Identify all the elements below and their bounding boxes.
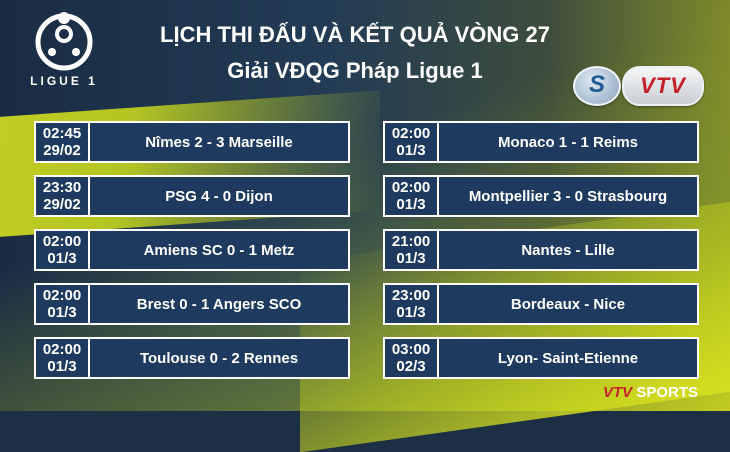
match-time: 23:30 29/02 [34, 175, 90, 217]
match-row: 02:00 01/3 Toulouse 0 - 2 Rennes [34, 337, 350, 379]
match-label: Nantes - Lille [439, 229, 699, 271]
match-time: 21:00 01/3 [383, 229, 439, 271]
page-title: LỊCH THI ĐẤU VÀ KẾT QUẢ VÒNG 27 [160, 22, 550, 47]
match-row: 02:45 29/02 Nîmes 2 - 3 Marseille [34, 121, 350, 163]
channel-s-badge: S [573, 66, 621, 106]
match-time: 02:00 01/3 [383, 175, 439, 217]
match-label: Bordeaux - Nice [439, 283, 699, 325]
match-label: Toulouse 0 - 2 Rennes [90, 337, 350, 379]
page-subtitle: Giải VĐQG Pháp Ligue 1 [227, 58, 483, 83]
match-time: 02:00 01/3 [383, 121, 439, 163]
vtv-logo-badge: VTV [622, 66, 704, 106]
ligue1-logo-icon: LIGUE 1 [22, 8, 112, 108]
match-label: Monaco 1 - 1 Reims [439, 121, 699, 163]
right-match-list: 02:00 01/3 Monaco 1 - 1 Reims 02:00 01/3 M… [383, 121, 699, 391]
match-time: 23:00 01/3 [383, 283, 439, 325]
match-time: 02:00 01/3 [34, 229, 90, 271]
match-row: 02:00 01/3 Monaco 1 - 1 Reims [383, 121, 699, 163]
match-label: PSG 4 - 0 Dijon [90, 175, 350, 217]
match-time: 02:00 01/3 [34, 337, 90, 379]
match-row: 02:00 01/3 Montpellier 3 - 0 Strasbourg [383, 175, 699, 217]
match-row: 02:00 01/3 Brest 0 - 1 Angers SCO [34, 283, 350, 325]
logo-text: LIGUE 1 [30, 74, 98, 88]
match-time: 02:45 29/02 [34, 121, 90, 163]
match-label: Montpellier 3 - 0 Strasbourg [439, 175, 699, 217]
match-row: 02:00 01/3 Amiens SC 0 - 1 Metz [34, 229, 350, 271]
match-row: 23:00 01/3 Bordeaux - Nice [383, 283, 699, 325]
vtv-sports-logo: VTV SPORTS [603, 384, 699, 401]
match-row: 21:00 01/3 Nantes - Lille [383, 229, 699, 271]
match-time: 03:00 02/3 [383, 337, 439, 379]
match-row: 03:00 02/3 Lyon- Saint-Etienne [383, 337, 699, 379]
left-match-list: 02:45 29/02 Nîmes 2 - 3 Marseille 23:30 29… [34, 121, 350, 391]
match-label: Lyon- Saint-Etienne [439, 337, 699, 379]
match-row: 23:30 29/02 PSG 4 - 0 Dijon [34, 175, 350, 217]
match-label: Nîmes 2 - 3 Marseille [90, 121, 350, 163]
match-label: Brest 0 - 1 Angers SCO [90, 283, 350, 325]
match-time: 02:00 01/3 [34, 283, 90, 325]
match-label: Amiens SC 0 - 1 Metz [90, 229, 350, 271]
